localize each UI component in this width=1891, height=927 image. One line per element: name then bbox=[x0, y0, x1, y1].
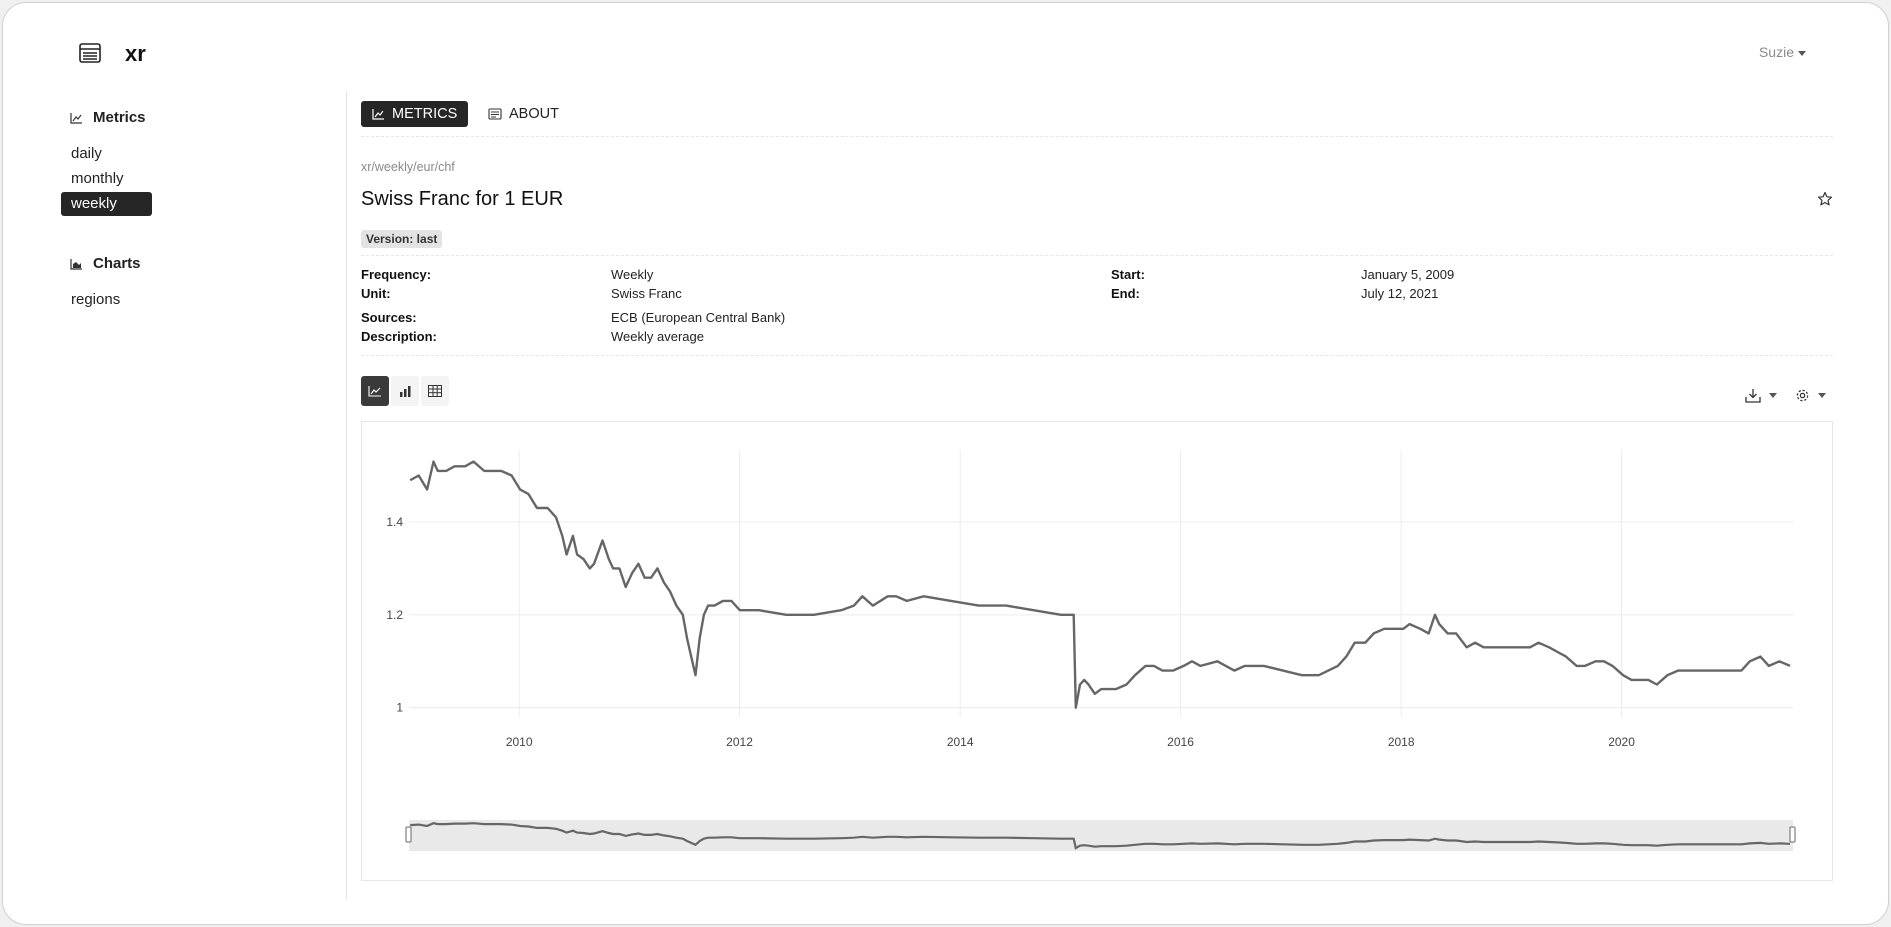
user-menu[interactable]: Suzie bbox=[1759, 44, 1806, 60]
x-tick-label: 2014 bbox=[947, 735, 974, 749]
description-label: Description: bbox=[361, 329, 437, 344]
x-tick-label: 2016 bbox=[1167, 735, 1194, 749]
app-name[interactable]: xr bbox=[125, 41, 146, 66]
x-tick-label: 2010 bbox=[506, 735, 533, 749]
sources-value: ECB (European Central Bank) bbox=[611, 310, 786, 325]
user-name: Suzie bbox=[1758, 44, 1794, 60]
divider bbox=[361, 355, 1833, 356]
download-icon bbox=[1745, 389, 1761, 403]
y-tick-label: 1 bbox=[396, 701, 403, 715]
download-menu[interactable] bbox=[1745, 388, 1777, 403]
unit-label: Unit: bbox=[361, 286, 391, 301]
sidebar-section-charts: Charts bbox=[70, 255, 141, 272]
divider bbox=[361, 255, 1833, 256]
bar-chart-icon bbox=[400, 386, 411, 397]
line-chart-icon bbox=[368, 386, 381, 397]
table-view-button[interactable] bbox=[421, 376, 449, 406]
frequency-label: Frequency: bbox=[361, 267, 432, 282]
x-tick-label: 2020 bbox=[1608, 735, 1635, 749]
frequency-value: Weekly bbox=[611, 267, 654, 282]
end-label: End: bbox=[1111, 286, 1140, 301]
sidebar-item-daily[interactable]: daily bbox=[71, 145, 102, 162]
sidebar-item-weekly[interactable]: weekly bbox=[61, 192, 152, 216]
y-tick-label: 1.2 bbox=[386, 608, 403, 622]
y-tick-label: 1.4 bbox=[386, 515, 403, 529]
breadcrumb: xr/weekly/eur/chf bbox=[361, 160, 455, 174]
bar-view-button[interactable] bbox=[391, 376, 419, 406]
sidebar-divider bbox=[346, 91, 347, 899]
page-title: Swiss Franc for 1 EUR bbox=[361, 188, 564, 210]
range-slider-left-handle[interactable] bbox=[405, 826, 412, 843]
table-icon bbox=[428, 385, 442, 397]
tab-metrics[interactable]: METRICS bbox=[361, 101, 469, 127]
end-value: July 12, 2021 bbox=[1361, 286, 1439, 301]
description-value: Weekly average bbox=[611, 329, 704, 344]
area-chart-icon bbox=[70, 258, 82, 270]
x-tick-label: 2012 bbox=[726, 735, 753, 749]
line-chart-icon bbox=[372, 109, 384, 120]
document-icon bbox=[488, 108, 502, 120]
range-slider-right-handle[interactable] bbox=[1789, 826, 1796, 843]
line-chart-icon bbox=[70, 112, 82, 124]
logo-icon bbox=[79, 43, 101, 63]
chevron-down-icon bbox=[1798, 50, 1806, 56]
range-slider-line bbox=[410, 822, 1791, 850]
chevron-down-icon bbox=[1818, 393, 1826, 398]
x-tick-label: 2018 bbox=[1388, 735, 1415, 749]
unit-value: Swiss Franc bbox=[611, 286, 682, 301]
tab-label: ABOUT bbox=[509, 106, 559, 122]
version-badge: Version: last bbox=[361, 230, 443, 248]
sidebar-item-regions[interactable]: regions bbox=[71, 291, 121, 308]
tab-about[interactable]: ABOUT bbox=[477, 101, 570, 127]
sidebar-section-title: Metrics bbox=[93, 109, 146, 126]
gear-icon bbox=[1796, 389, 1809, 402]
line-chart[interactable]: 1 1.2 1.4 2010 2012 2014 2016 2018 2020 bbox=[362, 422, 1832, 880]
divider bbox=[361, 136, 1833, 137]
sidebar-item-monthly[interactable]: monthly bbox=[71, 170, 124, 187]
line-view-button[interactable] bbox=[361, 376, 389, 406]
start-label: Start: bbox=[1111, 267, 1145, 282]
tab-label: METRICS bbox=[392, 106, 458, 122]
chevron-down-icon bbox=[1769, 393, 1777, 398]
start-value: January 5, 2009 bbox=[1361, 267, 1455, 282]
chart-container: 1 1.2 1.4 2010 2012 2014 2016 2018 2020 bbox=[361, 421, 1833, 881]
series-line bbox=[409, 460, 1791, 709]
settings-menu[interactable] bbox=[1795, 388, 1826, 403]
star-icon[interactable] bbox=[1817, 191, 1833, 207]
sources-label: Sources: bbox=[361, 310, 417, 325]
sidebar-section-title: Charts bbox=[93, 255, 141, 272]
sidebar-section-metrics: Metrics bbox=[70, 109, 146, 126]
